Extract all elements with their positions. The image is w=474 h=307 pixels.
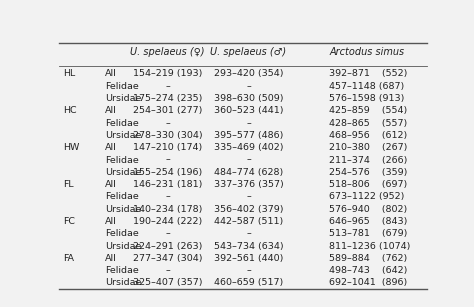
Text: Ursidae: Ursidae: [105, 242, 142, 251]
Text: U. spelaeus (♂): U. spelaeus (♂): [210, 48, 286, 57]
Text: Felidae: Felidae: [105, 82, 139, 91]
Text: 576–1598 (913): 576–1598 (913): [329, 94, 405, 103]
Text: 147–210 (174): 147–210 (174): [133, 143, 202, 152]
Text: 398–630 (509): 398–630 (509): [214, 94, 283, 103]
Text: All: All: [105, 217, 117, 226]
Text: Felidae: Felidae: [105, 266, 139, 275]
Text: FA: FA: [63, 254, 74, 263]
Text: HC: HC: [63, 106, 76, 115]
Text: 146–231 (181): 146–231 (181): [133, 180, 202, 189]
Text: 468–956    (612): 468–956 (612): [329, 131, 408, 140]
Text: FL: FL: [63, 180, 73, 189]
Text: 646–965    (843): 646–965 (843): [329, 217, 408, 226]
Text: Felidae: Felidae: [105, 156, 139, 165]
Text: –: –: [165, 192, 170, 201]
Text: 154–219 (193): 154–219 (193): [133, 69, 202, 79]
Text: Felidae: Felidae: [105, 192, 139, 201]
Text: Arctodus simus: Arctodus simus: [329, 48, 404, 57]
Text: All: All: [105, 254, 117, 263]
Text: 543–734 (634): 543–734 (634): [214, 242, 283, 251]
Text: 360–523 (441): 360–523 (441): [214, 106, 283, 115]
Text: –: –: [246, 266, 251, 275]
Text: 392–871    (552): 392–871 (552): [329, 69, 408, 79]
Text: 140–234 (178): 140–234 (178): [133, 205, 202, 214]
Text: –: –: [165, 119, 170, 128]
Text: –: –: [165, 156, 170, 165]
Text: Ursidae: Ursidae: [105, 278, 142, 287]
Text: 175–274 (235): 175–274 (235): [133, 94, 202, 103]
Text: 278–330 (304): 278–330 (304): [133, 131, 202, 140]
Text: Ursidae: Ursidae: [105, 94, 142, 103]
Text: 155–254 (196): 155–254 (196): [133, 168, 202, 177]
Text: 457–1148 (687): 457–1148 (687): [329, 82, 404, 91]
Text: 811–1236 (1074): 811–1236 (1074): [329, 242, 410, 251]
Text: 484–774 (628): 484–774 (628): [214, 168, 283, 177]
Text: 190–244 (222): 190–244 (222): [133, 217, 202, 226]
Text: 673–1122 (952): 673–1122 (952): [329, 192, 405, 201]
Text: HW: HW: [63, 143, 79, 152]
Text: 293–420 (354): 293–420 (354): [214, 69, 283, 79]
Text: 589–884    (762): 589–884 (762): [329, 254, 408, 263]
Text: All: All: [105, 143, 117, 152]
Text: 254–301 (277): 254–301 (277): [133, 106, 202, 115]
Text: 576–940    (802): 576–940 (802): [329, 205, 408, 214]
Text: 425–859    (554): 425–859 (554): [329, 106, 408, 115]
Text: –: –: [246, 82, 251, 91]
Text: FC: FC: [63, 217, 75, 226]
Text: 442–587 (511): 442–587 (511): [214, 217, 283, 226]
Text: All: All: [105, 180, 117, 189]
Text: 395–577 (486): 395–577 (486): [214, 131, 283, 140]
Text: Ursidae: Ursidae: [105, 168, 142, 177]
Text: 210–380    (267): 210–380 (267): [329, 143, 408, 152]
Text: 325–407 (357): 325–407 (357): [133, 278, 202, 287]
Text: 277–347 (304): 277–347 (304): [133, 254, 202, 263]
Text: 211–374    (266): 211–374 (266): [329, 156, 408, 165]
Text: 428–865    (557): 428–865 (557): [329, 119, 408, 128]
Text: –: –: [165, 82, 170, 91]
Text: 337–376 (357): 337–376 (357): [214, 180, 283, 189]
Text: 460–659 (517): 460–659 (517): [214, 278, 283, 287]
Text: –: –: [165, 229, 170, 238]
Text: Felidae: Felidae: [105, 119, 139, 128]
Text: 224–291 (263): 224–291 (263): [133, 242, 202, 251]
Text: HL: HL: [63, 69, 75, 79]
Text: Ursidae: Ursidae: [105, 205, 142, 214]
Text: 335–469 (402): 335–469 (402): [214, 143, 283, 152]
Text: –: –: [246, 192, 251, 201]
Text: U. spelaeus (♀): U. spelaeus (♀): [130, 48, 205, 57]
Text: –: –: [246, 229, 251, 238]
Text: 356–402 (379): 356–402 (379): [214, 205, 283, 214]
Text: 518–806    (697): 518–806 (697): [329, 180, 408, 189]
Text: Ursidae: Ursidae: [105, 131, 142, 140]
Text: 513–781    (679): 513–781 (679): [329, 229, 408, 238]
Text: Felidae: Felidae: [105, 229, 139, 238]
Text: –: –: [246, 119, 251, 128]
Text: 392–561 (440): 392–561 (440): [214, 254, 283, 263]
Text: –: –: [246, 156, 251, 165]
Text: 692–1041  (896): 692–1041 (896): [329, 278, 408, 287]
Text: All: All: [105, 106, 117, 115]
Text: All: All: [105, 69, 117, 79]
Text: 254–576    (359): 254–576 (359): [329, 168, 408, 177]
Text: –: –: [165, 266, 170, 275]
Text: 498–743    (642): 498–743 (642): [329, 266, 408, 275]
